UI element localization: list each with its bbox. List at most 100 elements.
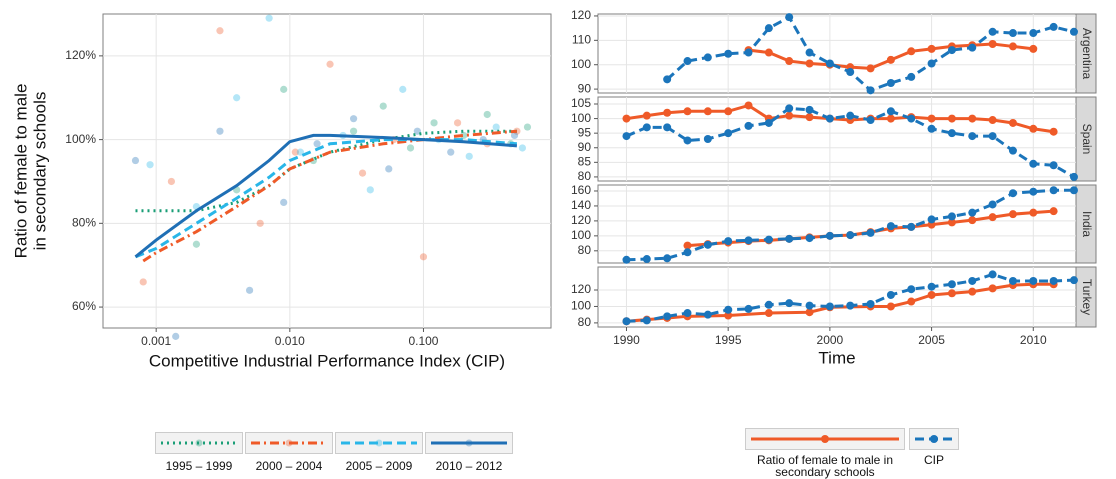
point — [968, 216, 977, 225]
y-tick-label: 80 — [578, 315, 592, 329]
legend-label: Ratio of female to male in secondary sch… — [756, 453, 894, 479]
x-tick-label: 0.010 — [275, 334, 305, 348]
y-tick-label: 95 — [578, 125, 592, 139]
point — [947, 218, 956, 227]
point — [846, 301, 855, 310]
y-tick-label: 140 — [571, 198, 591, 212]
point — [683, 57, 692, 66]
point — [886, 222, 895, 231]
scatter-point — [510, 131, 519, 140]
scatter-point — [245, 286, 254, 294]
point — [744, 48, 753, 57]
point — [1008, 210, 1017, 219]
point — [1008, 189, 1017, 198]
point — [703, 135, 712, 143]
point — [825, 302, 834, 311]
point — [1069, 186, 1078, 195]
legend-dot — [195, 439, 203, 447]
point — [724, 237, 733, 246]
point — [1008, 118, 1017, 127]
y-tick-label: 85 — [578, 155, 592, 169]
point — [825, 114, 834, 123]
scatter-point — [280, 198, 288, 206]
point — [988, 213, 997, 222]
legend-key — [909, 428, 959, 450]
point — [703, 240, 712, 249]
scatter-point — [523, 123, 532, 131]
scatter-point — [358, 169, 367, 177]
point — [764, 309, 773, 318]
point — [683, 241, 692, 250]
scatter-point — [349, 127, 358, 135]
point — [764, 24, 773, 33]
legend-key — [245, 432, 333, 454]
point — [846, 111, 855, 120]
point — [988, 116, 997, 125]
point — [785, 111, 794, 120]
point — [1008, 276, 1017, 285]
point — [927, 282, 936, 291]
point — [846, 68, 855, 77]
x-tick-label: 2010 — [1020, 333, 1047, 347]
scatter-point — [349, 115, 358, 123]
y-tick-label: 120 — [571, 282, 591, 296]
point — [642, 255, 651, 264]
legend-dot — [930, 435, 938, 443]
scatter-point — [146, 161, 154, 169]
point — [1029, 159, 1038, 168]
y-tick-label: 80% — [72, 216, 96, 230]
scatter-point — [139, 278, 147, 286]
y-tick-label: 100 — [571, 299, 591, 313]
scatter-point — [291, 148, 299, 156]
legend-label: 2000 – 2004 — [255, 459, 323, 473]
point — [907, 297, 916, 306]
scatter-point — [419, 253, 428, 261]
point — [927, 44, 936, 53]
point — [683, 309, 692, 318]
point — [764, 118, 773, 127]
point — [1029, 276, 1038, 285]
point — [947, 46, 956, 55]
legend-dot — [821, 435, 829, 443]
trend-line — [134, 138, 518, 259]
legend-dot — [465, 439, 473, 447]
y-axis-title: in secondary schools — [30, 92, 49, 251]
point — [886, 114, 895, 123]
point — [805, 59, 814, 68]
strip — [1075, 13, 1097, 94]
point — [968, 208, 977, 217]
strip — [1075, 266, 1097, 328]
point — [988, 132, 997, 141]
panel — [597, 96, 1077, 182]
point — [663, 108, 672, 117]
point — [805, 48, 814, 57]
point — [622, 114, 631, 123]
y-tick-label: 100% — [65, 132, 96, 146]
panel — [597, 184, 1077, 264]
point — [968, 276, 977, 285]
point — [1049, 276, 1058, 285]
scatter-point — [379, 102, 387, 110]
point — [703, 107, 712, 116]
point — [947, 280, 956, 289]
scatter-point — [216, 27, 224, 35]
point — [988, 200, 997, 209]
legend-key — [155, 432, 243, 454]
x-tick-label: 0.001 — [141, 334, 171, 348]
x-axis-title: Time — [818, 348, 855, 367]
scatter-point — [280, 85, 288, 93]
strip-label: India — [1080, 211, 1094, 237]
point — [947, 129, 956, 138]
point — [1049, 161, 1058, 170]
point — [764, 235, 773, 244]
plot-area — [102, 13, 552, 329]
point — [947, 114, 956, 123]
point — [683, 136, 692, 145]
scatter-point — [447, 148, 455, 156]
point — [866, 299, 875, 308]
y-tick-label: 105 — [571, 96, 591, 110]
y-tick-label: 120 — [571, 213, 591, 227]
trend-line — [142, 129, 518, 263]
point — [1029, 44, 1038, 53]
